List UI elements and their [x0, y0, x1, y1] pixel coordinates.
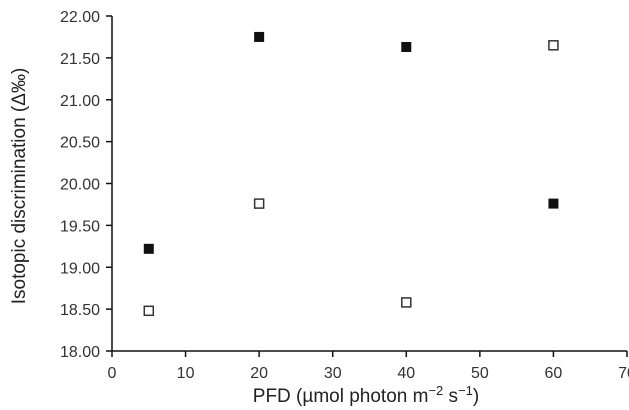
open-square-point — [548, 40, 559, 51]
x-axis-label-sup2: −1 — [458, 383, 473, 398]
x-tick-label: 50 — [471, 365, 489, 382]
x-tick-label: 0 — [108, 365, 117, 382]
y-tick-label: 21.00 — [60, 93, 100, 110]
y-tick-label: 19.00 — [60, 260, 100, 277]
open-square-point — [143, 305, 155, 317]
x-tick-label: 60 — [545, 365, 563, 382]
filled-square-point — [254, 31, 265, 42]
y-tick-label: 20.00 — [60, 177, 100, 194]
filled-square-point — [548, 198, 559, 209]
x-tick-label: 40 — [397, 365, 415, 382]
y-tick-label: 20.50 — [60, 135, 100, 152]
y-tick-label: 18.50 — [60, 302, 100, 319]
x-tick-label: 30 — [324, 365, 342, 382]
x-axis-label-end: ) — [473, 386, 479, 407]
y-axis-label: Isotopic discrimination (Δ‰) — [9, 68, 30, 305]
y-tick-label: 19.50 — [60, 218, 100, 235]
x-tick-label: 70 — [618, 365, 629, 382]
x-axis-label-mid: s — [443, 386, 458, 407]
y-tick-label: 21.50 — [60, 51, 100, 68]
open-square-point — [253, 198, 265, 209]
open-square-point — [401, 297, 412, 308]
x-axis-label-main: PFD (µmol photon m — [253, 386, 429, 407]
x-axis-label-sup1: −2 — [428, 383, 443, 398]
y-ticks: 18.00 18.50 19.00 19.50 20.00 20.50 21.00 21.50… — [60, 9, 112, 361]
axes — [111, 16, 627, 352]
y-tick-label: 18.00 — [60, 344, 100, 361]
y-tick-label: 22.00 — [60, 9, 100, 26]
x-tick-label: 20 — [250, 365, 268, 382]
x-tick-label: 10 — [177, 365, 195, 382]
x-ticks: 0 10 20 30 40 50 60 70 — [108, 351, 629, 382]
filled-square-point — [401, 41, 412, 52]
filled-square-point — [143, 243, 154, 254]
x-axis-label: PFD (µmol photon m−2 s−1) — [253, 383, 479, 407]
data-points — [143, 31, 559, 317]
